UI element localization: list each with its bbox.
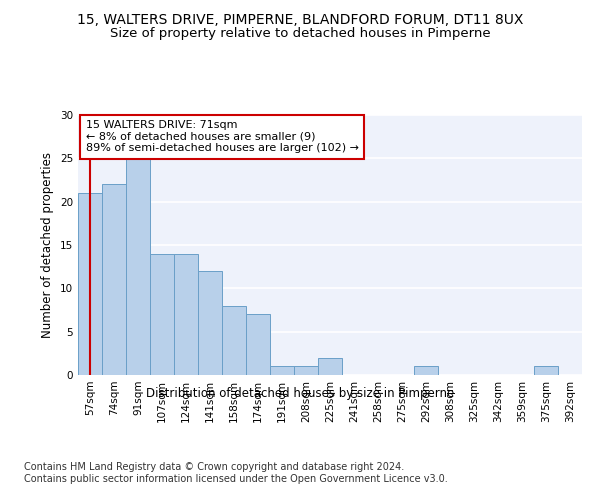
Bar [174, 254, 198, 375]
Text: Contains HM Land Registry data © Crown copyright and database right 2024.
Contai: Contains HM Land Registry data © Crown c… [24, 462, 448, 484]
Bar [126, 158, 150, 375]
Bar [534, 366, 558, 375]
Text: 15, WALTERS DRIVE, PIMPERNE, BLANDFORD FORUM, DT11 8UX: 15, WALTERS DRIVE, PIMPERNE, BLANDFORD F… [77, 12, 523, 26]
Bar [78, 193, 102, 375]
Bar [414, 366, 438, 375]
Bar [198, 271, 222, 375]
Bar [102, 184, 126, 375]
Bar [246, 314, 270, 375]
Bar [270, 366, 294, 375]
Bar [318, 358, 342, 375]
Text: Distribution of detached houses by size in Pimperne: Distribution of detached houses by size … [146, 388, 454, 400]
Bar [222, 306, 246, 375]
Bar [294, 366, 318, 375]
Text: Size of property relative to detached houses in Pimperne: Size of property relative to detached ho… [110, 28, 490, 40]
Text: 15 WALTERS DRIVE: 71sqm
← 8% of detached houses are smaller (9)
89% of semi-deta: 15 WALTERS DRIVE: 71sqm ← 8% of detached… [86, 120, 359, 154]
Bar [150, 254, 174, 375]
Y-axis label: Number of detached properties: Number of detached properties [41, 152, 55, 338]
